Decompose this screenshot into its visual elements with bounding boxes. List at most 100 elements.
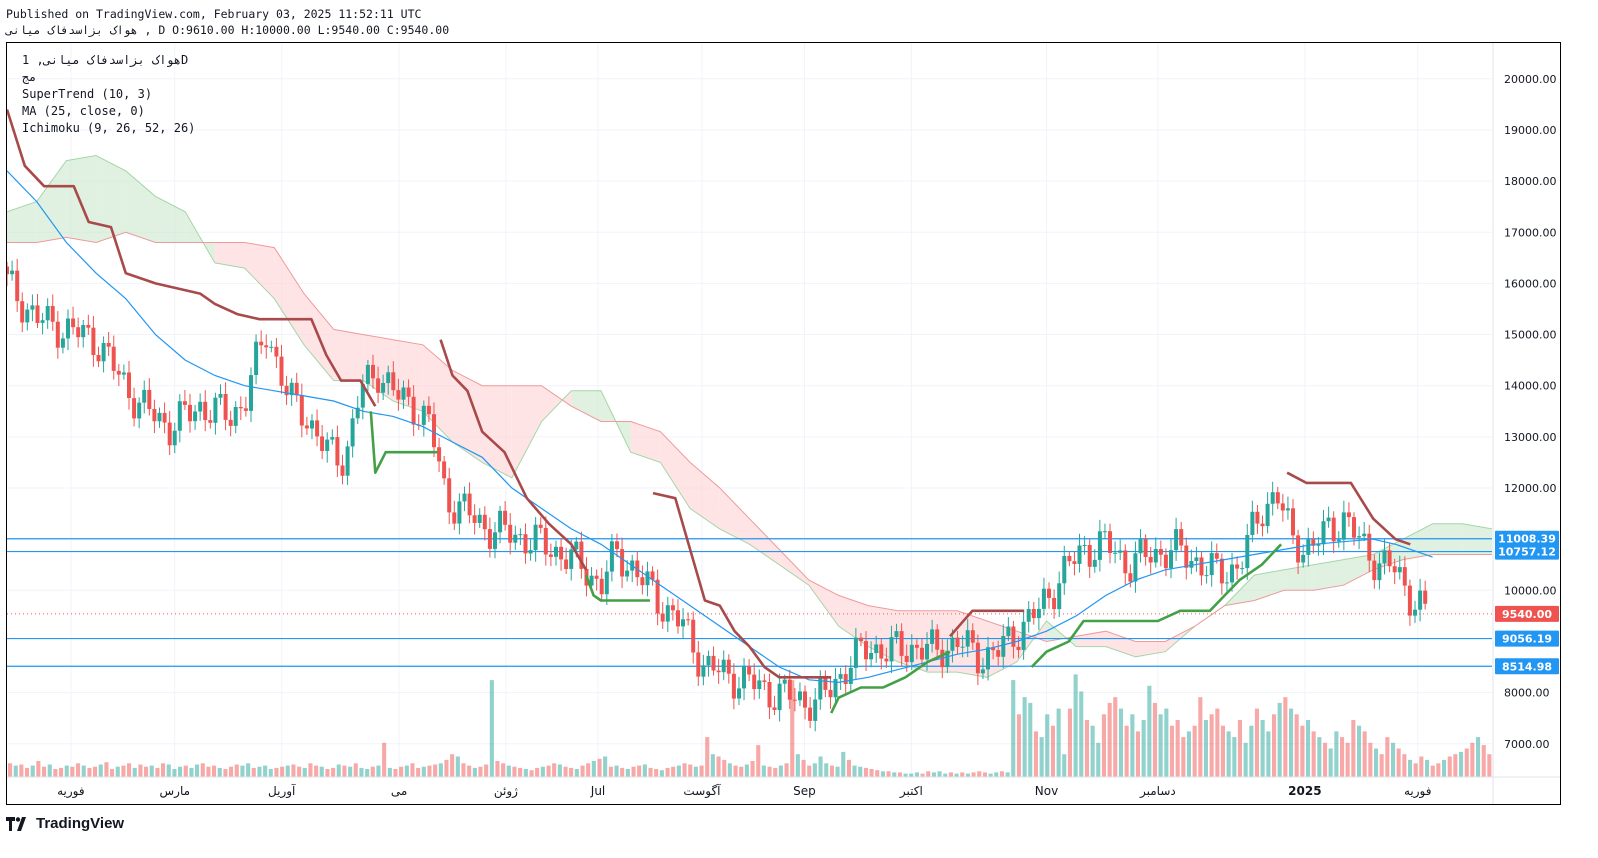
candle-body [1275,492,1280,504]
candle-body [991,647,996,651]
candle-body [1123,550,1128,574]
candle-body [508,524,513,543]
legend-symbol: هواک بزاسدفاک میانی, 1D [22,53,189,67]
candle-body [848,667,853,684]
volume-bar [710,754,715,777]
chart-frame[interactable]: 20000.00 19000.00 18000.00 17000.00 16000.00… [6,42,1561,805]
volume-bar [1294,714,1299,777]
candle-body [879,644,884,659]
y-tick-label: 20000.00 [1504,73,1557,86]
volume-bar [53,769,58,777]
candle-body [1057,583,1062,610]
candle-body [1230,564,1234,583]
candle-body [1102,531,1107,533]
volume-bar [1396,748,1401,777]
candle-body [233,407,238,426]
candle-body [986,647,990,670]
candle-body [625,570,630,577]
candle-body [650,571,655,580]
volume-bar [1237,720,1242,777]
candle-body [1179,529,1184,546]
candle-body [132,398,137,419]
ichimoku-cloud-segment [393,339,423,412]
volume-bar [1447,756,1452,777]
candle-body [106,343,111,347]
candle-body [914,644,919,648]
candle-body [462,493,467,502]
volume-bar [682,763,687,777]
candle-body [1169,550,1173,569]
x-tick-label: مارس [160,784,191,799]
volume-bar [1334,731,1339,777]
volume-bar [761,765,766,777]
candle-body [757,680,762,689]
volume-bar [302,767,307,777]
ichimoku-cloud-segment [452,370,483,463]
volume-bar [30,765,35,777]
volume-bar [852,765,857,777]
volume-bar [1141,720,1146,777]
legend-ichimoku[interactable]: Ichimoku (9, 26, 52, 26) [22,121,196,135]
volume-bar [1175,720,1180,777]
tradingview-logo[interactable]: TradingView [6,815,124,832]
volume-bar [1130,714,1135,777]
candle-body [1194,557,1199,561]
volume-bar [1254,708,1259,777]
candle-body [930,629,935,644]
volume-bar [546,765,551,777]
candle-body [35,305,40,323]
candle-body [442,461,447,479]
volume-bar [659,770,664,777]
price-label-text: 8514.98 [1502,660,1552,673]
volume-bar [127,763,132,777]
volume-bar [569,767,574,777]
volume-bar [518,767,523,777]
candle-body [1331,517,1336,542]
volume-bar [240,765,245,777]
volume-bar [1101,714,1106,777]
volume-bar [869,769,874,777]
volume-bar [1459,751,1464,777]
volume-bar [1340,737,1345,777]
volume-bar [268,769,273,777]
volume-bar [455,756,460,777]
volume-bar [557,764,562,777]
candle-body [731,673,736,699]
volume-bar [280,766,285,777]
y-tick-label: 16000.00 [1504,277,1557,290]
candle-body [665,605,670,622]
legend-ma[interactable]: MA (25, close, 0) [22,104,145,118]
legend-supertrend[interactable]: SuperTrend (10, 3) [22,87,153,101]
candle-body [487,529,492,549]
x-tick-label: آگوست [683,783,721,799]
volume-bar [790,680,795,777]
volume-bar [195,764,200,777]
candle-body [167,422,172,446]
volume-bar [1215,708,1220,777]
volume-bar [863,767,868,777]
candle-body [701,665,706,677]
candle-body [198,401,203,412]
volume-bar [1425,759,1430,777]
candle-body [604,571,609,595]
candle-body [843,674,848,684]
volume-bar [1113,697,1118,777]
volume-bar [733,765,738,777]
price-chart[interactable]: 20000.00 19000.00 18000.00 17000.00 16000.00… [7,43,1560,804]
volume-bar [370,766,375,777]
volume-bar [909,773,914,777]
candle-body [894,631,899,638]
candle-body [594,575,599,579]
volume-bar [64,765,69,777]
candle-body [177,401,182,431]
volume-bar [166,764,171,777]
candle-body [264,345,269,348]
candle-body [188,404,192,422]
candle-body [243,408,248,411]
candle-body [213,397,218,423]
volume-bar [336,764,341,777]
candle-body [406,387,411,397]
volume-bar [982,772,987,777]
candle-body [1346,512,1351,518]
candle-body [208,420,213,423]
